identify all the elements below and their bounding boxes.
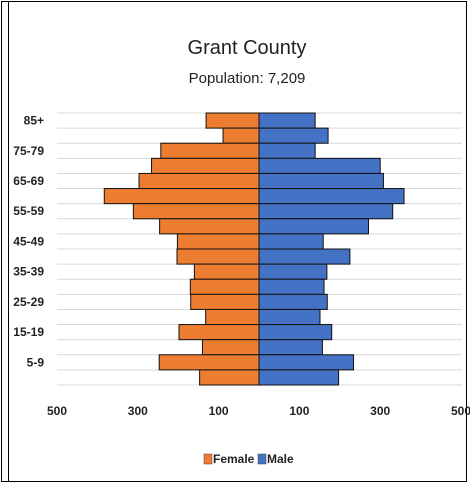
y-tick-label: 5-9 [27,355,45,369]
bars [103,112,405,386]
bar-male-15-19 [258,324,333,341]
bar-male-45-49 [258,233,324,250]
bar-male-60-64 [258,188,405,205]
y-tick-label: 75-79 [13,144,44,158]
bar-female-60-64 [103,188,260,205]
bar-male-70-74 [258,157,381,174]
y-tick-label: 35-39 [13,265,44,279]
bar-male-20-24 [258,308,321,326]
x-tick-label: 500 [47,404,67,418]
bar-male-85+ [258,112,316,129]
x-tick-label: 100 [209,404,229,418]
y-tick-label: 55-59 [13,204,44,218]
chart-subtitle: Population: 7,209 [189,70,306,87]
x-tick-label: 300 [370,404,390,418]
bar-male-25-29 [258,293,328,310]
bar-female-40-44 [176,248,260,265]
bar-female-85+ [205,112,260,129]
y-tick-label: 15-19 [13,325,44,339]
bar-male-55-59 [258,203,394,220]
legend-male-swatch [257,453,267,465]
bar-female-80-84 [222,127,260,144]
y-tick-label: 85+ [24,114,44,128]
x-tick-label: 100 [289,404,309,418]
bar-male-30-34 [258,278,325,295]
bar-female-55-59 [132,203,260,220]
x-axis-labels: 500 300 100 100 300 500 [47,404,470,418]
legend-male-label: Male [267,452,294,466]
bar-female-75-79 [160,142,260,159]
bar-male-35-39 [258,263,328,280]
bar-male-80-84 [258,127,329,144]
bar-female-15-19 [178,324,260,341]
y-axis-labels: 85+ 75-79 65-69 55-59 45-49 35-39 25-29 15-19 5-… [13,114,44,370]
bar-female-0-4 [199,369,260,386]
bar-male-75-79 [258,142,316,159]
bar-female-45-49 [176,233,260,250]
bar-female-70-74 [151,157,260,174]
bar-male-65-69 [258,172,384,190]
bar-female-35-39 [193,263,260,280]
bar-male-50-54 [258,218,369,235]
bar-male-40-44 [258,248,351,265]
bar-female-20-24 [205,308,260,326]
bar-male-5-9 [258,354,355,371]
bar-female-5-9 [158,354,260,371]
chart-title: Grant County [188,37,307,59]
bar-female-25-29 [190,293,260,310]
y-tick-label: 65-69 [13,174,44,188]
legend-female-swatch [203,453,213,465]
legend: Female Male [203,452,294,466]
bar-female-50-54 [159,218,260,235]
y-tick-label: 25-29 [13,295,44,309]
frame-inner-border [8,2,9,481]
x-tick-label: 300 [128,404,148,418]
bar-female-65-69 [138,172,260,190]
bar-male-10-14 [258,339,323,356]
y-tick-label: 45-49 [13,234,44,248]
bar-male-0-4 [258,369,340,386]
bar-female-10-14 [201,339,260,356]
bar-female-30-34 [189,278,260,295]
legend-female-label: Female [213,452,255,466]
x-tick-label: 500 [451,404,470,418]
